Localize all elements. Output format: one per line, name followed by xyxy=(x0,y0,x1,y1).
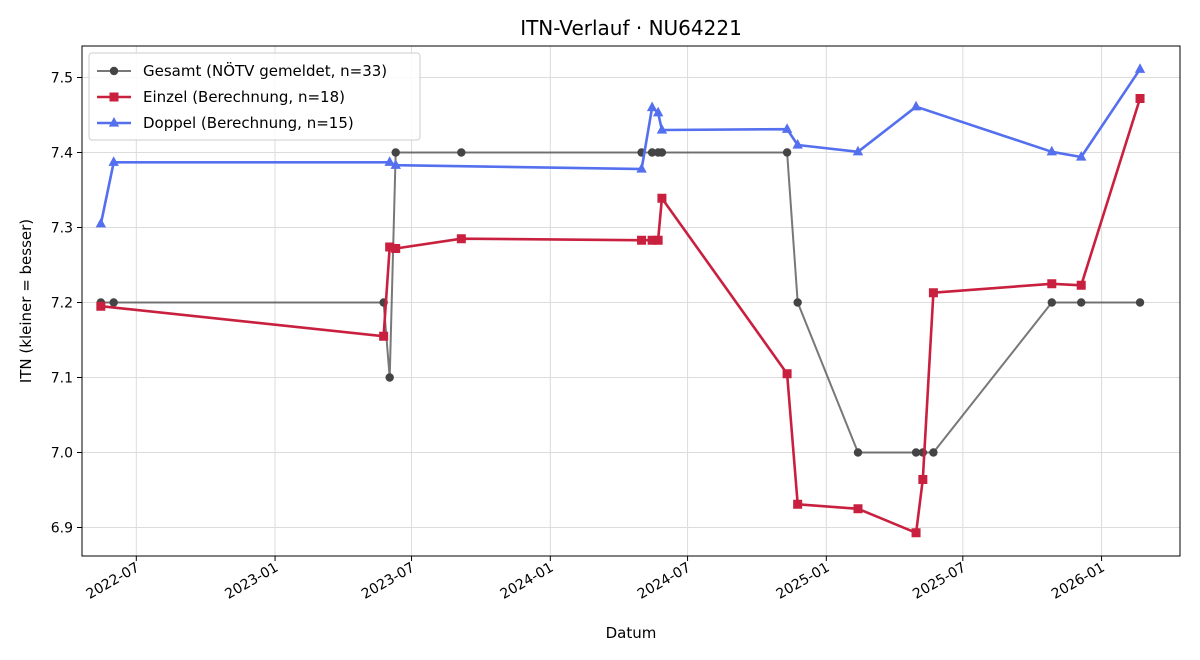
gesamt-series xyxy=(96,148,1145,457)
doppel-series xyxy=(95,63,1146,228)
legend-label: Gesamt (NÖTV gemeldet, n=33) xyxy=(143,61,387,80)
y-tick-label: 7.2 xyxy=(51,296,73,312)
doppel-data-point xyxy=(1134,63,1146,73)
legend-swatch-marker xyxy=(109,66,119,76)
einzel-data-point xyxy=(1047,279,1057,289)
y-tick-label: 7.5 xyxy=(51,71,73,87)
gesamt-data-point xyxy=(1047,298,1056,307)
gesamt-data-point xyxy=(782,148,792,157)
doppel-data-point xyxy=(652,106,664,117)
einzel-series-line xyxy=(100,98,1142,535)
legend-item-gesamt: Gesamt (NÖTV gemeldet, n=33) xyxy=(97,61,387,80)
doppel-data-point xyxy=(646,101,658,112)
x-tick-label: 2026-01 xyxy=(1049,560,1108,603)
legend-label: Doppel (Berechnung, n=15) xyxy=(143,114,354,132)
doppel-data-point xyxy=(792,139,803,149)
doppel-data-point xyxy=(95,217,107,228)
einzel-data-point xyxy=(637,235,647,245)
x-tick-label: 2022-07 xyxy=(84,560,143,603)
legend-item-doppel: Doppel (Berechnung, n=15) xyxy=(97,114,354,132)
einzel-data-point xyxy=(653,235,663,245)
einzel-data-point xyxy=(96,301,106,311)
legend-swatch-marker xyxy=(108,117,120,127)
einzel-series xyxy=(96,94,1145,538)
gesamt-data-point xyxy=(1077,298,1086,307)
legend-swatch-marker xyxy=(109,92,119,102)
doppel-data-point xyxy=(852,145,864,156)
x-tick-label: 2024-07 xyxy=(635,560,694,603)
legend-box xyxy=(88,52,421,141)
einzel-data-point xyxy=(385,242,395,252)
gesamt-data-point xyxy=(1135,298,1145,307)
legend-label: Einzel (Berechnung, n=18) xyxy=(143,88,345,106)
chart-title: ITN-Verlauf · NU64221 xyxy=(520,16,742,40)
x-axis-label: Datum xyxy=(606,624,657,642)
gesamt-data-point xyxy=(929,448,938,457)
x-tick-label: 2025-01 xyxy=(774,560,833,603)
gesamt-data-point xyxy=(793,298,802,307)
gesamt-data-point xyxy=(911,448,921,457)
gesamt-data-point xyxy=(391,148,400,157)
einzel-data-point xyxy=(657,193,667,203)
gesamt-data-point xyxy=(385,373,394,382)
einzel-data-point xyxy=(379,331,389,341)
x-tick-label: 2025-07 xyxy=(910,560,969,603)
gesamt-data-point xyxy=(109,298,118,307)
doppel-data-point xyxy=(656,124,668,134)
x-tick-label: 2024-01 xyxy=(498,560,557,603)
series-layer xyxy=(95,63,1146,538)
doppel-data-point xyxy=(1046,145,1057,156)
plot-frame xyxy=(81,45,1181,557)
einzel-data-point xyxy=(911,528,921,538)
y-tick-label: 7.4 xyxy=(51,146,73,162)
einzel-data-point xyxy=(391,244,401,253)
doppel-data-point xyxy=(390,159,401,169)
einzel-data-point xyxy=(793,499,803,509)
y-tick-label: 7.3 xyxy=(51,221,73,237)
einzel-data-point xyxy=(782,369,792,379)
doppel-data-point xyxy=(636,163,647,173)
gesamt-data-point xyxy=(647,148,657,157)
einzel-data-point xyxy=(456,234,466,244)
y-tick-label: 6.9 xyxy=(51,521,73,537)
einzel-data-point xyxy=(1076,280,1086,290)
y-tick-label: 7.1 xyxy=(51,371,73,387)
einzel-data-point xyxy=(918,475,928,484)
einzel-data-point xyxy=(928,288,938,298)
doppel-data-point xyxy=(1076,151,1087,161)
gesamt-data-point xyxy=(657,148,667,157)
gesamt-data-point xyxy=(457,148,466,157)
tick-layer: 6.9 7.0 7.1 7.2 7.3 7.4 7.5 2022-07 2023-01 2023-… xyxy=(51,71,1108,603)
doppel-data-point xyxy=(384,156,395,166)
doppel-data-point xyxy=(781,123,793,133)
legend-item-einzel: Einzel (Berechnung, n=18) xyxy=(97,88,345,106)
x-tick-label: 2023-07 xyxy=(359,560,418,603)
doppel-data-point xyxy=(910,100,922,111)
doppel-data-point xyxy=(108,156,119,166)
legend: Gesamt (NÖTV gemeldet, n=33) Einzel (Bere… xyxy=(88,52,421,141)
einzel-data-point xyxy=(647,235,657,245)
y-tick-label: 7.0 xyxy=(51,446,73,462)
einzel-data-point xyxy=(853,504,863,514)
einzel-data-point xyxy=(1135,94,1145,103)
x-tick-label: 2023-01 xyxy=(222,560,281,603)
y-axis-label: ITN (kleiner = besser) xyxy=(17,219,35,383)
gesamt-data-point xyxy=(853,448,863,457)
